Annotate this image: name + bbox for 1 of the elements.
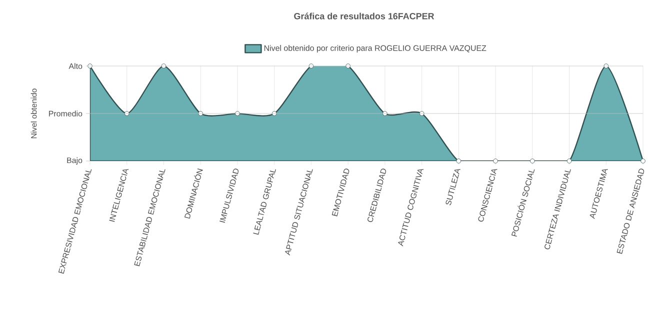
chart-title: Gráfica de resultados 16FACPER [294, 12, 434, 20]
